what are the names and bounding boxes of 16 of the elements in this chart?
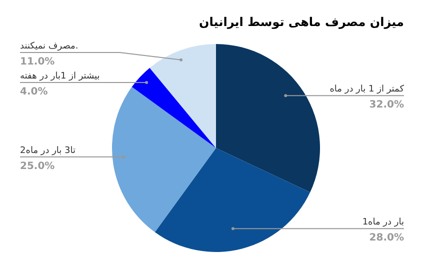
data-label: 25.0%: [20, 160, 55, 172]
data-label: 4.0%: [20, 86, 48, 98]
slice-label: بیشتر از 1بار در هفته: [20, 71, 100, 82]
pie-slice: [150, 44, 216, 148]
data-label: 28.0%: [369, 232, 404, 244]
data-label: 11.0%: [20, 56, 55, 68]
pie-slice: [112, 86, 216, 232]
slice-label: مصرف نمیکنند.: [20, 41, 78, 52]
pie-slice: [154, 148, 310, 252]
slice-label: 2تا3 بار در ماه: [20, 146, 76, 156]
slice-label: کمتر از 1 بار در ماه: [330, 84, 405, 95]
pie-slice: [216, 44, 320, 192]
slice-label: 1بار در ماه: [362, 218, 404, 228]
data-label: 32.0%: [369, 100, 404, 111]
pie-slice: [132, 68, 216, 148]
chart-title: میزان مصرف ماهی توسط ایرانیان: [199, 15, 404, 29]
